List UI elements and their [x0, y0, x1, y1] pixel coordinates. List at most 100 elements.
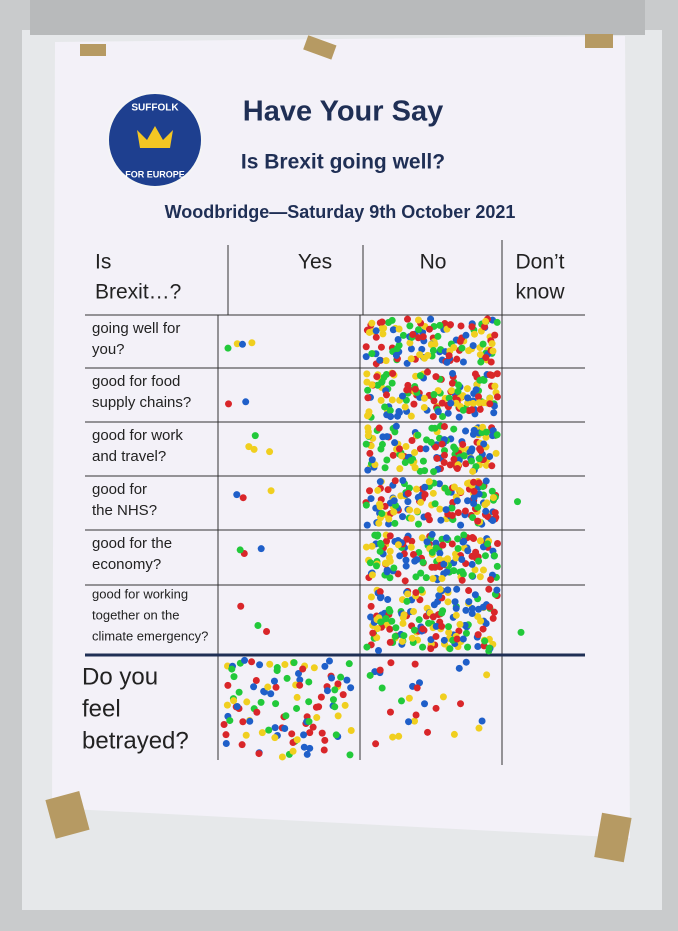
vote-dot	[494, 539, 502, 547]
row-label: together on the	[92, 607, 179, 622]
vote-dot	[252, 676, 260, 684]
vote-dot	[416, 372, 424, 380]
vote-dot	[406, 506, 414, 514]
vote-dot	[470, 500, 478, 508]
vote-dot	[329, 696, 337, 704]
vote-dot	[365, 328, 373, 336]
vote-dot	[363, 370, 371, 378]
vote-dot	[408, 634, 416, 642]
vote-dot	[403, 359, 411, 367]
vote-dot	[258, 729, 266, 737]
vote-dot	[438, 399, 446, 407]
vote-dot	[256, 661, 264, 669]
vote-dot	[425, 619, 433, 627]
vote-dot	[251, 432, 259, 440]
vote-dot	[453, 585, 461, 593]
vote-dot	[363, 378, 371, 386]
vote-dot	[224, 681, 232, 689]
vote-dot	[295, 669, 303, 677]
vote-dot	[415, 616, 423, 624]
vote-dot	[446, 321, 454, 329]
vote-dot	[482, 433, 490, 441]
vote-dot	[375, 519, 383, 527]
tape	[80, 44, 106, 56]
vote-dot	[386, 407, 394, 415]
vote-dot	[484, 513, 492, 521]
vote-dot	[299, 665, 307, 673]
vote-dot	[270, 677, 278, 685]
vote-dot	[447, 399, 455, 407]
vote-dot	[373, 634, 381, 642]
row-label: good for the	[92, 535, 172, 552]
vote-dot	[414, 316, 422, 324]
vote-dot	[364, 432, 372, 440]
vote-dot	[415, 549, 423, 557]
vote-dot	[372, 740, 380, 748]
vote-dot	[472, 386, 480, 394]
vote-dot	[482, 477, 490, 485]
vote-dot	[391, 439, 399, 447]
vote-dot	[455, 664, 463, 672]
tape	[585, 34, 613, 48]
vote-dot	[266, 448, 274, 456]
vote-dot	[439, 412, 447, 420]
vote-dot	[293, 736, 301, 744]
vote-dot	[390, 497, 398, 505]
vote-dot	[475, 724, 483, 732]
vote-dot	[399, 614, 407, 622]
vote-dot	[438, 575, 446, 583]
vote-dot	[479, 566, 487, 574]
vote-dot	[317, 693, 325, 701]
vote-dot	[241, 656, 249, 664]
vote-dot	[403, 386, 411, 394]
vote-dot	[272, 700, 280, 708]
vote-dot	[468, 572, 476, 580]
vote-dot	[466, 448, 474, 456]
vote-dot	[377, 396, 385, 404]
vote-dot	[479, 603, 487, 611]
vote-dot	[475, 399, 483, 407]
vote-dot	[399, 392, 407, 400]
vote-dot	[263, 627, 271, 635]
vote-dot	[397, 492, 405, 500]
vote-dot	[380, 373, 388, 381]
vote-dot	[387, 413, 395, 421]
vote-dot	[363, 643, 371, 651]
vote-dot	[402, 442, 410, 450]
vote-dot	[386, 532, 394, 540]
vote-dot	[491, 331, 499, 339]
vote-dot	[407, 457, 415, 465]
vote-dot	[394, 336, 402, 344]
vote-dot	[458, 576, 466, 584]
vote-dot	[412, 711, 420, 719]
vote-dot	[305, 698, 313, 706]
vote-dot	[427, 315, 435, 323]
vote-dot	[429, 489, 437, 497]
vote-dot	[427, 645, 435, 653]
vote-dot	[486, 400, 494, 408]
vote-dot	[448, 504, 456, 512]
vote-dot	[394, 541, 402, 549]
vote-dot	[368, 350, 376, 358]
vote-dot	[409, 550, 417, 558]
vote-dot	[427, 636, 435, 644]
vote-dot	[481, 637, 489, 645]
vote-dot	[409, 331, 417, 339]
vote-dot	[464, 394, 472, 402]
vote-dot	[430, 601, 438, 609]
vote-dot	[431, 500, 439, 508]
vote-dot	[432, 622, 440, 630]
vote-dot	[398, 452, 406, 460]
vote-dot	[419, 558, 427, 566]
vote-dot	[431, 563, 439, 571]
vote-dot	[347, 726, 355, 734]
vote-dot	[404, 489, 412, 497]
vote-dot	[386, 607, 394, 615]
vote-dot	[463, 385, 471, 393]
vote-dot	[444, 598, 452, 606]
vote-dot	[446, 461, 454, 469]
vote-dot	[257, 545, 265, 553]
vote-cell	[362, 315, 501, 368]
vote-dot	[470, 493, 478, 501]
logo-text: FOR EUROPE	[125, 169, 185, 179]
